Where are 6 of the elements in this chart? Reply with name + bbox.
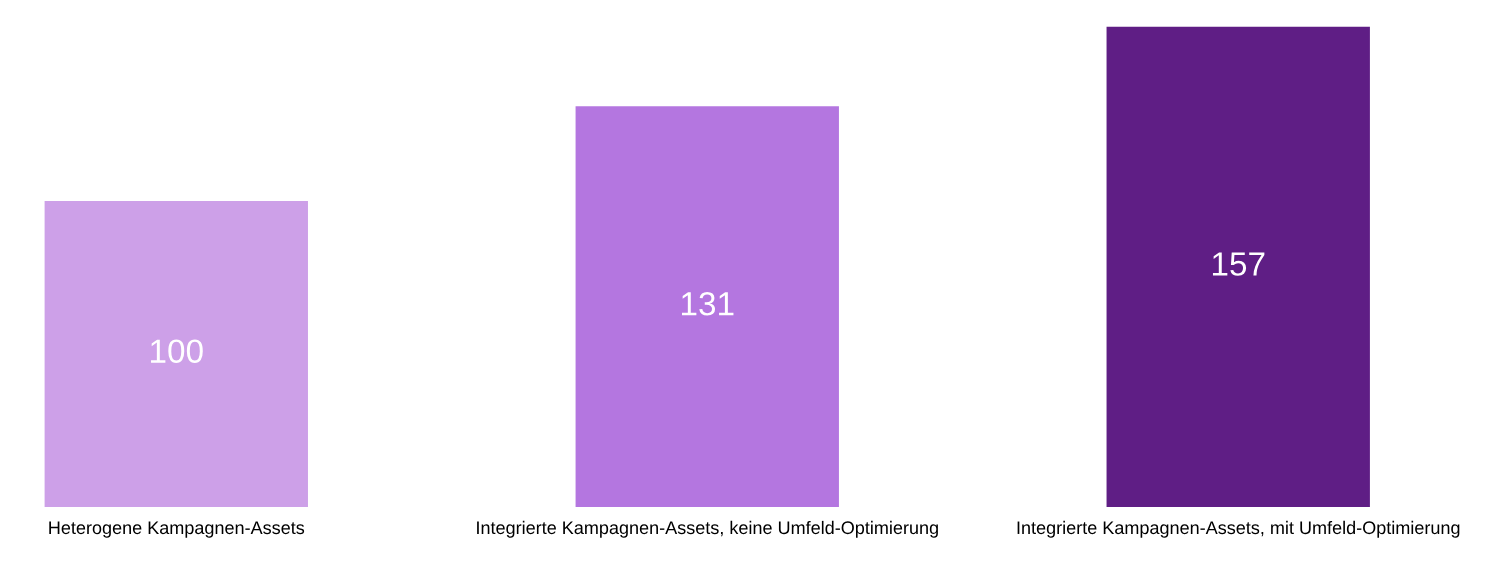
data-label: 100 <box>151 339 203 363</box>
x-tick-label: Integrierte Kampagnen-Assets, keine Umfeld-Optimierung <box>477 520 938 538</box>
x-tick-label: Heterogene Kampagnen-Assets <box>49 521 305 538</box>
x-tick-label: Integrierte Kampagnen-Assets, mit Umfeld-Optimierung <box>1017 520 1460 538</box>
data-label: 131 <box>681 291 734 316</box>
data-label: 157 <box>1212 252 1265 276</box>
